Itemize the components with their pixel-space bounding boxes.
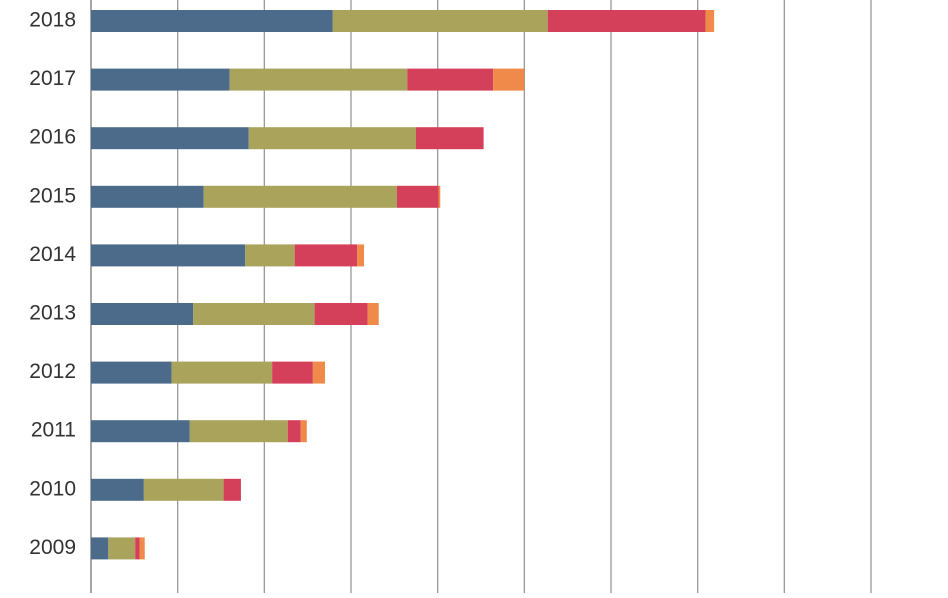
bar-segment (248, 127, 416, 150)
bar-segment (314, 303, 368, 325)
bar-segment (287, 420, 301, 443)
bar-segment (91, 185, 204, 208)
bar-segment (91, 537, 109, 560)
bar-segment (108, 537, 136, 560)
y-tick-label: 2018 (29, 9, 76, 32)
bar-segment (91, 420, 190, 443)
y-tick-label: 2013 (29, 302, 76, 325)
y-tick-label: 2015 (29, 184, 76, 207)
y-tick-label: 2009 (29, 536, 76, 559)
y-tick-label: 2012 (29, 360, 76, 383)
bar-segment (91, 244, 246, 267)
bar-segment (245, 244, 295, 267)
bar-segment (143, 478, 224, 501)
y-tick-label: 2017 (29, 67, 76, 90)
bar-segment (189, 420, 288, 443)
bar-segment (438, 185, 441, 208)
bar-segment (272, 361, 313, 384)
bar-segment (91, 478, 144, 501)
bar-segment (312, 361, 325, 384)
bar-segment (407, 68, 494, 91)
bar-segment (357, 244, 364, 267)
bar-segment (367, 303, 379, 325)
bar-segment (229, 68, 408, 91)
bar-segment (91, 361, 172, 384)
bar-segment (705, 10, 715, 32)
bar-segment (396, 185, 439, 208)
y-tick-label: 2011 (31, 419, 76, 442)
bar-segment (300, 420, 307, 443)
bar-segment (135, 537, 140, 560)
bar-segment (203, 185, 397, 208)
bar-segment (139, 537, 145, 560)
bar-segment (91, 68, 230, 91)
bar-segment (223, 478, 241, 501)
y-tick-label: 2016 (29, 126, 76, 149)
y-tick-label: 2014 (29, 243, 76, 266)
bar-segment (493, 68, 525, 91)
bar-segment (294, 244, 358, 267)
bar-segment (91, 10, 333, 32)
bar-segment (91, 127, 249, 150)
bar-segment (91, 303, 194, 325)
bar-segment (416, 127, 484, 150)
bar-segment (547, 10, 706, 32)
bar-segment (332, 10, 548, 32)
y-tick-label: 2010 (29, 477, 76, 500)
bar-segment (171, 361, 273, 384)
bar-segment (193, 303, 315, 325)
